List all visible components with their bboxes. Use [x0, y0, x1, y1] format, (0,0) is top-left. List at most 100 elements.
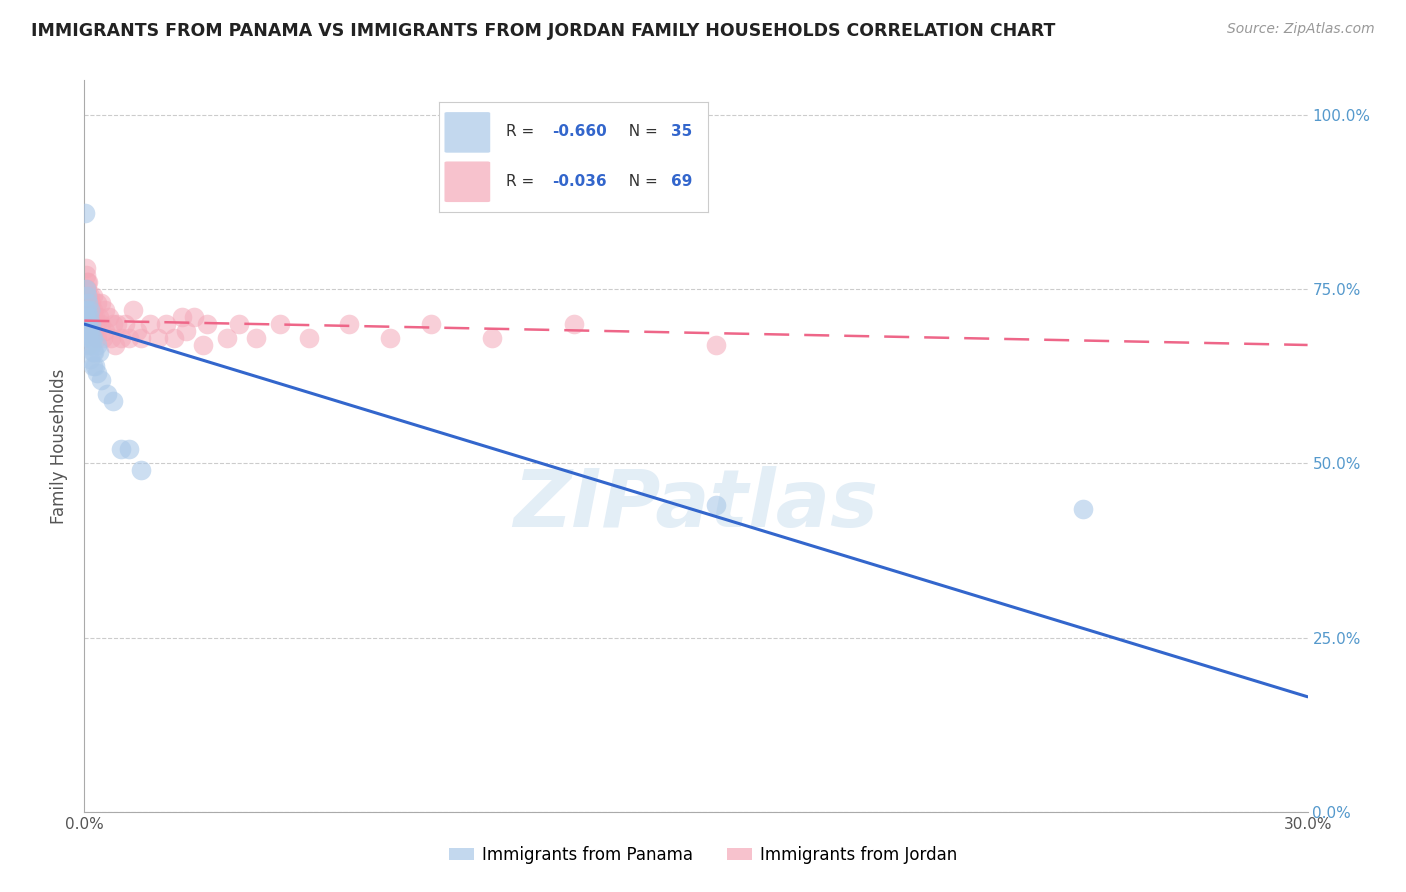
- Point: [110, 442, 132, 457]
- Point: [79, 331, 101, 345]
- Point: [76, 282, 98, 296]
- Point: [77, 331, 100, 345]
- Point: [420, 317, 443, 331]
- Point: [1073, 501, 1095, 516]
- Point: [706, 338, 728, 352]
- Point: [191, 338, 214, 352]
- Point: [75, 282, 97, 296]
- Point: [90, 296, 112, 310]
- Point: [90, 373, 112, 387]
- Point: [83, 324, 105, 338]
- Point: [93, 324, 115, 338]
- Point: [86, 317, 108, 331]
- Point: [86, 338, 108, 352]
- Point: [86, 296, 108, 310]
- Point: [217, 331, 239, 345]
- Point: [75, 268, 97, 283]
- Point: [80, 338, 103, 352]
- Point: [110, 331, 132, 345]
- Point: [83, 310, 105, 325]
- Point: [183, 310, 205, 325]
- Point: [118, 442, 141, 457]
- Point: [77, 338, 100, 352]
- Point: [339, 317, 361, 331]
- Point: [75, 310, 97, 325]
- Point: [75, 324, 97, 338]
- Point: [77, 310, 100, 325]
- Point: [82, 345, 104, 359]
- Point: [75, 282, 97, 296]
- Point: [245, 331, 267, 345]
- Point: [101, 317, 124, 331]
- Point: [80, 310, 103, 325]
- Point: [146, 331, 169, 345]
- Point: [75, 205, 97, 219]
- Point: [97, 310, 120, 325]
- Point: [75, 261, 97, 276]
- Point: [75, 303, 97, 318]
- Point: [76, 289, 98, 303]
- Point: [138, 317, 160, 331]
- Point: [83, 345, 105, 359]
- Point: [77, 289, 100, 303]
- Point: [82, 310, 104, 325]
- Legend: Immigrants from Panama, Immigrants from Jordan: Immigrants from Panama, Immigrants from …: [443, 839, 963, 871]
- Point: [298, 331, 321, 345]
- Point: [269, 317, 291, 331]
- Point: [172, 310, 194, 325]
- Point: [77, 317, 100, 331]
- Point: [87, 310, 110, 325]
- Point: [82, 303, 104, 318]
- Point: [79, 303, 101, 318]
- Point: [79, 303, 101, 318]
- Point: [91, 331, 114, 345]
- Point: [79, 317, 101, 331]
- Point: [80, 317, 103, 331]
- Point: [75, 303, 97, 318]
- Point: [481, 331, 503, 345]
- Point: [79, 351, 101, 366]
- Point: [100, 331, 122, 345]
- Point: [131, 463, 153, 477]
- Text: IMMIGRANTS FROM PANAMA VS IMMIGRANTS FROM JORDAN FAMILY HOUSEHOLDS CORRELATION C: IMMIGRANTS FROM PANAMA VS IMMIGRANTS FRO…: [31, 22, 1056, 40]
- Point: [114, 317, 136, 331]
- Point: [79, 324, 101, 338]
- Point: [76, 317, 98, 331]
- Point: [76, 275, 98, 289]
- Point: [77, 296, 100, 310]
- Point: [122, 303, 145, 318]
- Point: [228, 317, 250, 331]
- Point: [73, 317, 96, 331]
- Point: [174, 324, 197, 338]
- Point: [83, 359, 105, 373]
- Point: [93, 303, 115, 318]
- Point: [105, 317, 128, 331]
- Point: [77, 303, 100, 318]
- Point: [76, 303, 98, 318]
- Point: [86, 366, 108, 380]
- Point: [87, 345, 110, 359]
- Point: [82, 359, 104, 373]
- Point: [75, 296, 97, 310]
- Point: [76, 303, 98, 318]
- Point: [163, 331, 186, 345]
- Point: [131, 331, 153, 345]
- Point: [76, 317, 98, 331]
- Point: [380, 331, 402, 345]
- Point: [80, 331, 103, 345]
- Point: [104, 338, 127, 352]
- Point: [75, 289, 97, 303]
- Point: [79, 289, 101, 303]
- Point: [706, 498, 728, 512]
- Point: [82, 289, 104, 303]
- Point: [80, 324, 103, 338]
- Text: ZIPatlas: ZIPatlas: [513, 466, 879, 543]
- Point: [127, 324, 149, 338]
- Point: [195, 317, 218, 331]
- Point: [82, 331, 104, 345]
- Point: [118, 331, 141, 345]
- Point: [77, 310, 100, 325]
- Text: Source: ZipAtlas.com: Source: ZipAtlas.com: [1227, 22, 1375, 37]
- Point: [86, 331, 108, 345]
- Y-axis label: Family Households: Family Households: [51, 368, 69, 524]
